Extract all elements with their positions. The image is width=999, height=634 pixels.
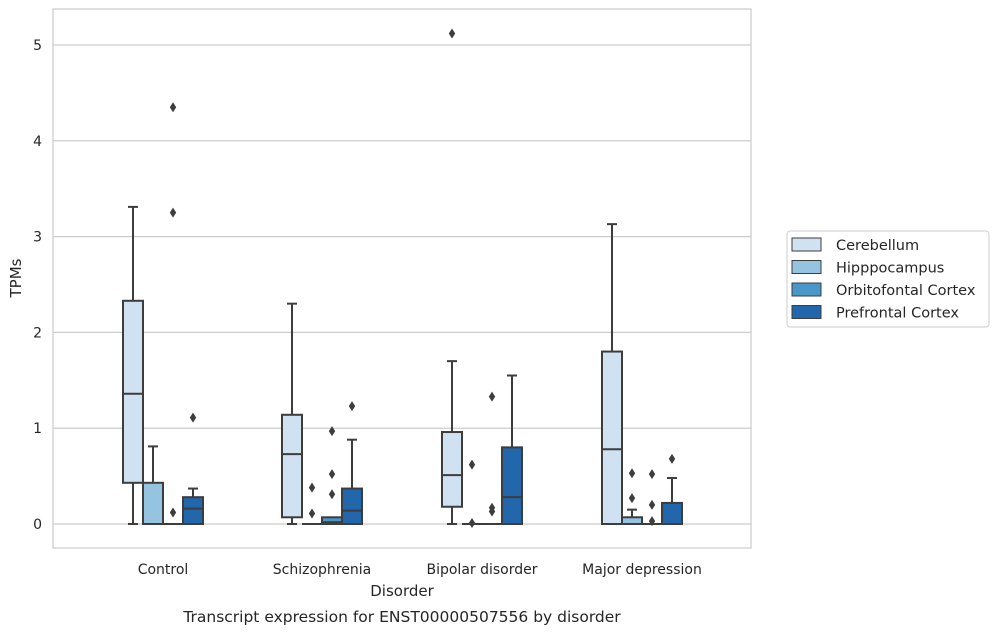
legend-label: Orbitofontal Cortex	[836, 283, 976, 299]
box-1-0	[142, 445, 164, 525]
outlier-point	[648, 499, 656, 510]
outlier-point	[308, 482, 316, 493]
outlier-point	[328, 489, 336, 500]
legend-swatch	[791, 260, 822, 274]
outlier-point	[328, 469, 336, 480]
plot-frame	[52, 8, 752, 549]
box-body	[501, 446, 523, 525]
box-body	[142, 481, 164, 525]
grid-lines	[53, 44, 751, 525]
outlier-point	[628, 468, 636, 479]
x-tick-label: Bipolar disorder	[426, 562, 537, 578]
legend-swatch	[791, 282, 822, 297]
box-1-3	[621, 468, 643, 526]
x-tick-label: Control	[138, 562, 189, 578]
box-0-0	[122, 205, 144, 525]
box-3-0	[182, 412, 204, 525]
outlier-point	[648, 516, 656, 527]
box-body	[621, 516, 643, 526]
outlier-point	[348, 401, 356, 412]
y-tick-label: 0	[33, 517, 42, 533]
plot-boxes	[122, 28, 683, 529]
box-3-1	[341, 401, 363, 525]
outlier-point	[169, 507, 177, 518]
y-tick-label: 4	[33, 134, 42, 150]
y-axis-label: TPMs	[7, 258, 25, 298]
legend-swatch	[791, 305, 822, 319]
y-tick-label: 3	[33, 230, 42, 246]
outlier-point	[668, 453, 676, 464]
legend-frame	[786, 230, 990, 328]
box-body	[281, 413, 303, 519]
outlier-point	[468, 518, 476, 529]
box-2-1	[321, 426, 343, 526]
outlier-point	[488, 506, 496, 517]
box-1-1	[302, 482, 322, 525]
box-body	[661, 501, 683, 526]
x-axis-label: Disorder	[370, 582, 434, 600]
box-2-2	[482, 391, 502, 525]
outlier-point	[648, 469, 656, 480]
box-2-3	[642, 469, 662, 527]
y-tick-label: 2	[33, 325, 42, 341]
box-body	[182, 496, 204, 525]
outlier-point	[328, 426, 336, 437]
box-0-3	[601, 223, 623, 525]
outlier-point	[468, 459, 476, 470]
x-tick-label: Major depression	[582, 562, 702, 578]
box-3-2	[501, 374, 523, 525]
y-tick-label: 5	[33, 38, 42, 54]
box-3-3	[661, 453, 683, 526]
x-tick-labels: Control Schizophrenia Bipolar disorder Majo…	[138, 562, 702, 578]
outlier-point	[189, 412, 197, 423]
chart-caption: Transcript expression for ENST0000050755…	[182, 608, 621, 626]
box-body	[122, 299, 144, 484]
box-1-2	[462, 459, 482, 529]
y-tick-labels: 0 1 2 3 4 5	[33, 38, 42, 533]
outlier-point	[448, 28, 456, 39]
y-tick-label: 1	[33, 421, 42, 437]
box-0-1	[281, 302, 303, 525]
outlier-point	[169, 207, 177, 218]
box-2-0	[163, 102, 183, 525]
legend-label: Prefrontal Cortex	[836, 306, 959, 322]
legend-label: Cerebellum	[836, 238, 919, 254]
box-body	[341, 487, 363, 525]
legend-swatch	[791, 237, 822, 252]
outlier-point	[488, 391, 496, 402]
outlier-point	[308, 508, 316, 519]
box-0-2	[441, 28, 463, 525]
box-body	[601, 350, 623, 525]
x-tick-label: Schizophrenia	[273, 562, 371, 578]
legend-label: Hipppocampus	[836, 261, 944, 277]
legend: Cerebellum Hipppocampus Orbitofontal Corte…	[786, 230, 990, 328]
box-body	[441, 431, 463, 508]
outlier-point	[169, 102, 177, 113]
outlier-point	[628, 493, 636, 504]
